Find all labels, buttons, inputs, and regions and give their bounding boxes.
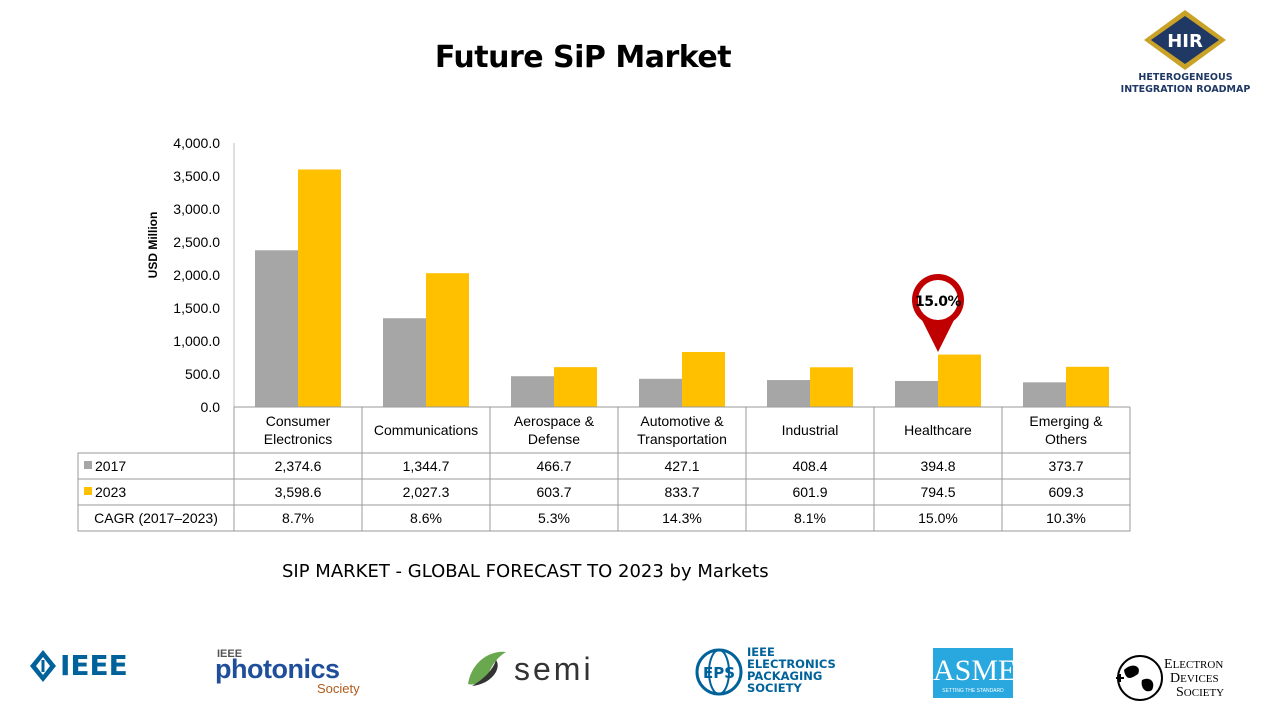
bar-2023 [426, 273, 469, 407]
data-label-2023: 794.5 [920, 484, 955, 500]
data-label-2023: 609.3 [1048, 484, 1083, 500]
category-label: Electronics [264, 431, 332, 447]
legend-swatch-2017 [84, 461, 92, 469]
eds-line3: SOCIETY [1176, 685, 1225, 700]
category-label: Industrial [782, 422, 839, 438]
bar-2023 [938, 354, 981, 407]
cagr-value: 8.7% [282, 510, 314, 526]
bar-2023 [298, 169, 341, 407]
page-title: Future SiP Market [434, 40, 732, 75]
cagr-value: 8.6% [410, 510, 442, 526]
callout-value: 15.0% [915, 294, 962, 310]
eps-globe-icon: EPS [695, 648, 743, 696]
hir-logo: HIR HETEROGENEOUS INTEGRATION ROADMAP [1108, 8, 1263, 103]
chart-caption: SIP MARKET - GLOBAL FORECAST TO 2023 by … [282, 561, 769, 582]
bar-2017 [639, 378, 682, 407]
photonics-society-logo: IEEE photonics Society [215, 648, 360, 696]
bar-2017 [255, 250, 298, 407]
eds-line1: ELECTRON [1164, 657, 1224, 672]
category-label: Defense [528, 431, 580, 447]
bar-2017 [1023, 382, 1066, 407]
bar-2017 [767, 380, 810, 407]
bar-2017 [383, 318, 426, 407]
data-label-2017: 408.4 [792, 458, 827, 474]
sip-market-chart: 0.0 500.0 1,000.0 1,500.0 2,000.0 2,500.0 3,00… [77, 135, 1131, 532]
y-tick-label: 4,000.0 [173, 135, 220, 151]
y-tick-label: 1,500.0 [173, 300, 220, 316]
eds-logo: ELECTRON DEVICES SOCIETY [1112, 652, 1237, 707]
legend-label-2017: 2017 [95, 458, 126, 474]
eps-abbr: EPS [703, 664, 735, 682]
y-tick-label: 2,500.0 [173, 234, 220, 250]
bar-2017 [511, 376, 554, 407]
category-label: Emerging & [1029, 413, 1103, 429]
cagr-row-label: CAGR (2017–2023) [94, 510, 218, 526]
eds-globe-icon [1116, 655, 1163, 701]
eps-line3: PACKAGING [747, 669, 823, 683]
bar-2023 [554, 367, 597, 407]
y-tick-label: 2,000.0 [173, 267, 220, 283]
data-label-2023: 3,598.6 [275, 484, 322, 500]
data-label-2017: 373.7 [1048, 458, 1083, 474]
category-label: Healthcare [904, 422, 972, 438]
data-label-2017: 427.1 [664, 458, 699, 474]
ieee-diamond-icon [30, 650, 56, 682]
eps-line4: SOCIETY [747, 681, 802, 695]
category-label: Consumer [266, 413, 331, 429]
legend-swatch-2023 [84, 487, 92, 495]
eps-line1: IEEE [747, 645, 775, 659]
semi-swoosh-icon [468, 651, 506, 686]
hir-line2: INTEGRATION ROADMAP [1120, 84, 1251, 95]
bar-2023 [682, 351, 725, 407]
data-label-2017: 1,344.7 [403, 458, 450, 474]
data-label-2017: 2,374.6 [275, 458, 322, 474]
category-label: Others [1045, 431, 1087, 447]
bar-2023 [1066, 366, 1109, 407]
data-label-2023: 2,027.3 [403, 484, 450, 500]
y-axis-label: USD Million [146, 212, 160, 279]
category-label: Communications [374, 422, 478, 438]
callout-pin-inner [918, 280, 958, 320]
y-tick-label: 3,500.0 [173, 168, 220, 184]
hir-line1: HETEROGENEOUS [1138, 72, 1233, 83]
y-tick-label: 0.0 [201, 399, 221, 415]
category-label: Aerospace & [514, 413, 595, 429]
legend-label-2023: 2023 [95, 484, 126, 500]
category-label: Automotive & [640, 413, 724, 429]
data-label-2023: 603.7 [536, 484, 571, 500]
hir-diamond-icon: HIR [1144, 10, 1226, 70]
data-label-2017: 466.7 [536, 458, 571, 474]
y-tick-label: 500.0 [185, 366, 220, 382]
y-tick-label: 3,000.0 [173, 201, 220, 217]
asme-logo: ASME SETTING THE STANDARD [933, 648, 1016, 698]
hir-abbr: HIR [1167, 31, 1203, 52]
y-tick-label: 1,000.0 [173, 333, 220, 349]
data-label-2023: 833.7 [664, 484, 699, 500]
data-label-2017: 394.8 [920, 458, 955, 474]
bar-2023 [810, 367, 853, 407]
cagr-value: 14.3% [662, 510, 702, 526]
cagr-value: 15.0% [918, 510, 958, 526]
semi-logo: semi [462, 646, 612, 690]
eps-line2: ELECTRONICS [747, 657, 836, 671]
data-label-2023: 601.9 [792, 484, 827, 500]
cagr-value: 5.3% [538, 510, 570, 526]
category-label: Transportation [637, 431, 727, 447]
table-border [77, 452, 1131, 532]
cagr-value: 10.3% [1046, 510, 1086, 526]
eds-line2: DEVICES [1170, 671, 1219, 686]
cagr-value: 8.1% [794, 510, 826, 526]
bar-2017 [895, 380, 938, 407]
ieee-logo: IEEE [28, 648, 143, 684]
eps-logo: EPS IEEE ELECTRONICS PACKAGING SOCIETY [695, 646, 855, 698]
